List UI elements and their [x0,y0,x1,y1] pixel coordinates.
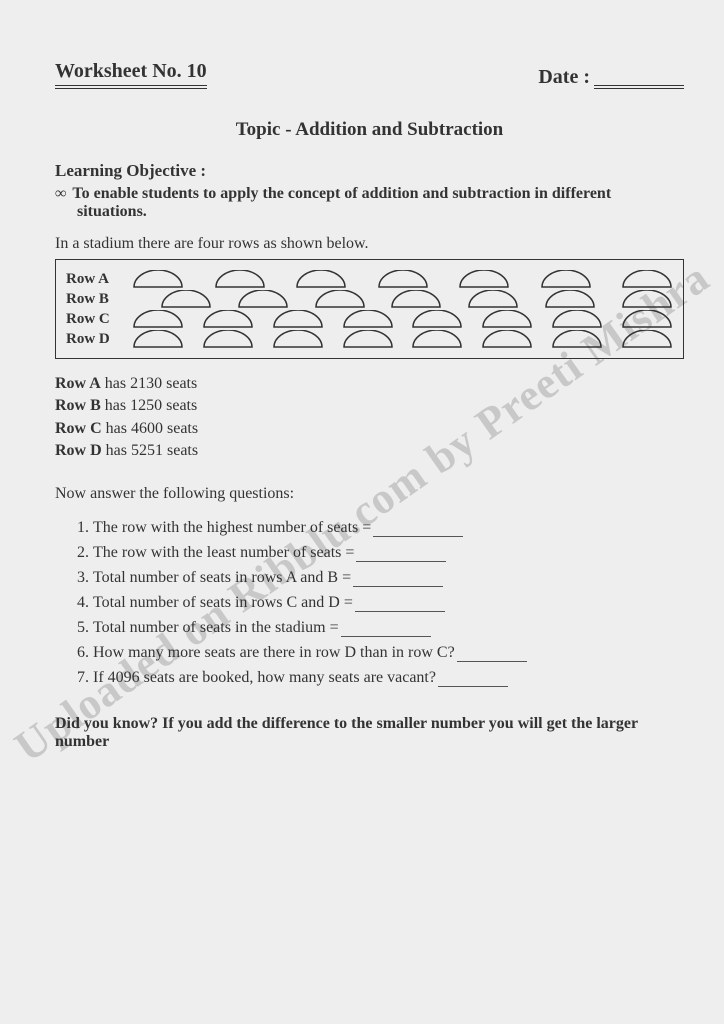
answer-blank[interactable] [356,561,446,562]
seat-icon [467,290,519,308]
seat-icon [481,330,533,348]
seat-icon [272,330,324,348]
seats-container [132,310,673,328]
question-text: Total number of seats in rows C and D = [93,594,353,611]
seat-icon [295,270,347,288]
row-data-list: Row A has 2130 seatsRow B has 1250 seats… [55,373,684,463]
seat-icon [621,330,673,348]
seat-icon [621,310,673,328]
row-data-item: Row B has 1250 seats [55,395,684,417]
stadium-diagram: Row A Row B Row C Row D [55,259,684,359]
bullet-icon: ∞ [55,185,66,202]
seat-icon [272,310,324,328]
worksheet-number: Worksheet No. 10 [55,60,207,89]
row-label: Row D [66,331,126,348]
seat-icon [202,330,254,348]
seats-container [132,270,673,288]
seat-icon [481,310,533,328]
date-field: Date : [538,66,684,89]
question-text: Total number of seats in rows A and B = [93,569,351,586]
stadium-row: Row B [66,290,673,308]
question-item: Total number of seats in the stadium = [93,619,684,637]
objective-body: To enable students to apply the concept … [72,185,611,220]
intro-text: In a stadium there are four rows as show… [55,235,684,253]
stadium-row: Row C [66,310,673,328]
answer-blank[interactable] [457,661,527,662]
seat-icon [390,290,442,308]
answer-blank[interactable] [341,636,431,637]
seat-icon [160,290,212,308]
question-text: The row with the least number of seats = [93,544,354,561]
row-data-item: Row A has 2130 seats [55,373,684,395]
question-text: How many more seats are there in row D t… [93,644,455,661]
seat-icon [132,310,184,328]
questions-intro: Now answer the following questions: [55,485,684,503]
seat-icon [458,270,510,288]
footer-note: Did you know? If you add the difference … [55,715,684,751]
seat-icon [314,290,366,308]
seats-container [160,290,673,308]
answer-blank[interactable] [438,686,508,687]
seat-icon [342,310,394,328]
row-data-text: has 2130 seats [101,375,197,392]
header-row: Worksheet No. 10 Date : [55,60,684,89]
seat-icon [411,330,463,348]
row-label: Row A [66,271,126,288]
row-data-label: Row B [55,397,101,414]
row-label: Row C [66,311,126,328]
seat-icon [551,310,603,328]
row-data-item: Row D has 5251 seats [55,440,684,462]
row-data-text: has 4600 seats [102,420,198,437]
row-label: Row B [66,291,126,308]
seat-icon [132,270,184,288]
answer-blank[interactable] [353,586,443,587]
answer-blank[interactable] [373,536,463,537]
question-item: The row with the least number of seats = [93,544,684,562]
date-label: Date : [538,66,590,88]
question-item: Total number of seats in rows A and B = [93,569,684,587]
seats-container [132,330,673,348]
question-item: Total number of seats in rows C and D = [93,594,684,612]
seat-icon [237,290,289,308]
question-item: How many more seats are there in row D t… [93,644,684,662]
seat-icon [544,290,596,308]
seat-icon [540,270,592,288]
stadium-row: Row D [66,330,673,348]
objective-label: Learning Objective : [55,161,684,181]
row-data-text: has 5251 seats [102,442,198,459]
seat-icon [202,310,254,328]
seat-icon [621,290,673,308]
question-text: If 4096 seats are booked, how many seats… [93,669,436,686]
row-data-label: Row C [55,420,102,437]
row-data-text: has 1250 seats [101,397,197,414]
seat-icon [551,330,603,348]
seat-icon [621,270,673,288]
answer-blank[interactable] [355,611,445,612]
seat-icon [342,330,394,348]
question-text: Total number of seats in the stadium = [93,619,339,636]
date-blank[interactable] [594,85,684,89]
stadium-row: Row A [66,270,673,288]
question-item: The row with the highest number of seats… [93,519,684,537]
question-text: The row with the highest number of seats… [93,519,371,536]
seat-icon [377,270,429,288]
row-data-label: Row D [55,442,102,459]
row-data-label: Row A [55,375,101,392]
seat-icon [214,270,266,288]
topic-title: Topic - Addition and Subtraction [55,119,684,141]
seat-icon [132,330,184,348]
seat-icon [411,310,463,328]
objective-text: ∞ To enable students to apply the concept… [55,185,684,221]
question-item: If 4096 seats are booked, how many seats… [93,669,684,687]
row-data-item: Row C has 4600 seats [55,418,684,440]
questions-list: The row with the highest number of seats… [55,519,684,687]
